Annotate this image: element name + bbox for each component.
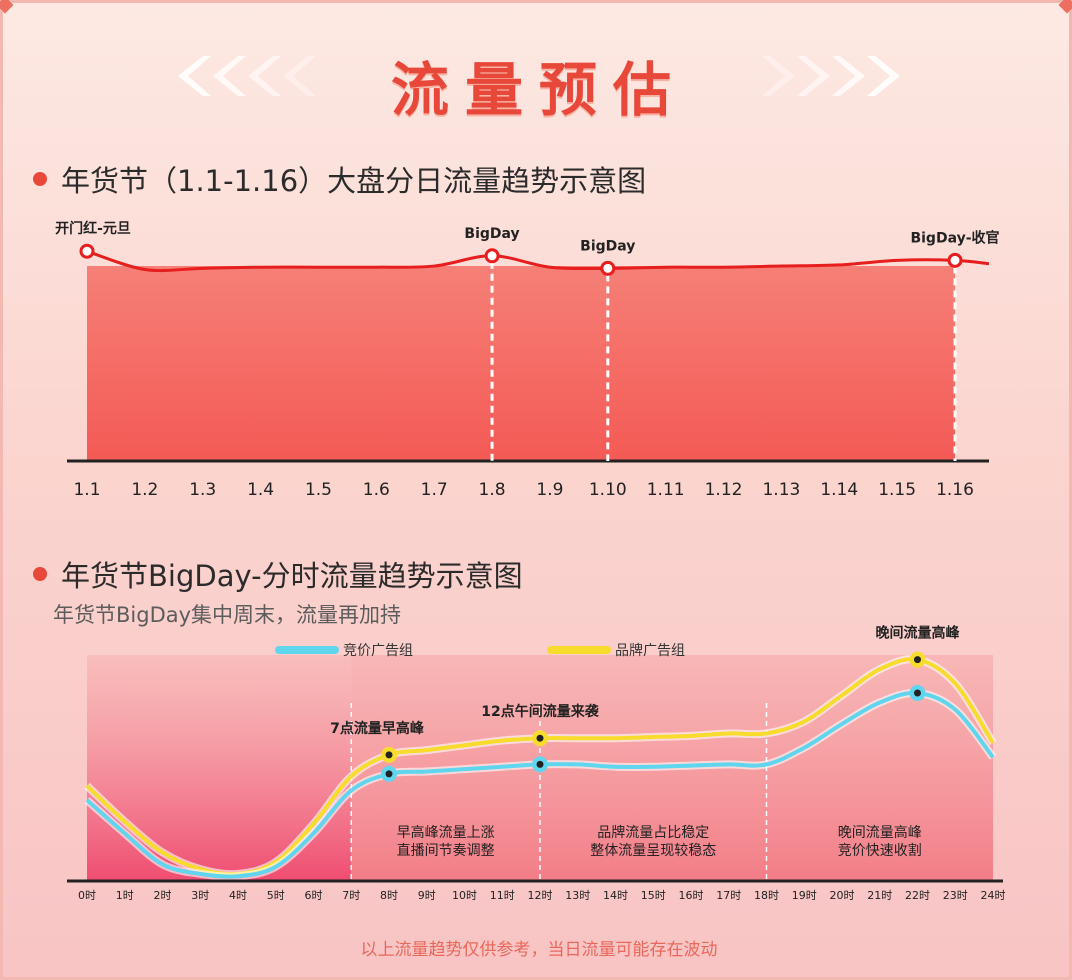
x-tick-label: 5时 bbox=[267, 889, 285, 902]
annotation-label: BigDay bbox=[464, 226, 519, 242]
x-tick-label: 9时 bbox=[418, 889, 436, 902]
x-tick-label: 23时 bbox=[943, 889, 968, 902]
annotation-label: BigDay bbox=[580, 238, 635, 254]
annotation-marker bbox=[79, 243, 95, 259]
x-tick-label: 3时 bbox=[191, 889, 209, 902]
annotation-label: 开门红-元旦 bbox=[55, 220, 131, 237]
data-point-dot bbox=[536, 760, 544, 768]
segment-note: 直播间节奏调整 bbox=[397, 842, 495, 859]
x-tick-label: 1.10 bbox=[589, 480, 627, 500]
x-tick-label: 6时 bbox=[305, 889, 323, 902]
x-tick-label: 24时 bbox=[981, 889, 1006, 902]
segment-band bbox=[87, 655, 352, 881]
x-tick-label: 1.13 bbox=[762, 480, 800, 500]
x-tick-label: 1.9 bbox=[536, 480, 563, 500]
x-tick-label: 1.11 bbox=[647, 480, 685, 500]
x-tick-label: 10时 bbox=[452, 889, 477, 902]
chart2-title: 年货节BigDay-分时流量趋势示意图 bbox=[61, 559, 523, 593]
x-tick-label: 19时 bbox=[792, 889, 817, 902]
x-tick-label: 1.2 bbox=[131, 480, 158, 500]
footnote: 以上流量趋势仅供参考，当日流量可能存在波动 bbox=[360, 940, 718, 960]
x-tick-label: 7时 bbox=[342, 889, 360, 902]
x-tick-label: 4时 bbox=[229, 889, 247, 902]
segment-note: 晚间流量高峰 bbox=[838, 824, 922, 841]
bullet-icon bbox=[33, 567, 47, 581]
data-point-dot bbox=[536, 734, 544, 742]
bullet-icon bbox=[33, 172, 47, 186]
callout-label: 12点午间流量来袭 bbox=[481, 703, 599, 720]
annotation-label: BigDay-收官 bbox=[910, 229, 999, 246]
annotation-marker bbox=[947, 252, 963, 268]
x-tick-label: 22时 bbox=[905, 889, 930, 902]
legend-label: 竞价广告组 bbox=[343, 642, 413, 659]
data-point-dot bbox=[914, 656, 921, 664]
x-tick-label: 1.5 bbox=[305, 480, 332, 500]
chart2-heading: 年货节BigDay-分时流量趋势示意图 bbox=[33, 553, 523, 595]
callout-label: 晚间流量高峰 bbox=[876, 625, 961, 642]
data-point-dot bbox=[385, 751, 393, 759]
x-tick-label: 1.6 bbox=[363, 480, 390, 500]
series-line bbox=[86, 249, 990, 273]
x-tick-label: 1时 bbox=[116, 889, 134, 902]
chevron-left-decoration bbox=[178, 56, 316, 96]
segment-note: 品牌流量占比稳定 bbox=[597, 824, 709, 841]
title-banner: 流量预估 bbox=[3, 33, 1072, 124]
x-tick-label: 1.7 bbox=[421, 480, 448, 500]
annotation-marker bbox=[600, 260, 616, 276]
x-tick-label: 1.15 bbox=[878, 480, 916, 500]
x-tick-label: 14时 bbox=[603, 889, 628, 902]
segment-note: 早高峰流量上涨 bbox=[397, 824, 495, 841]
x-tick-label: 1.4 bbox=[247, 480, 274, 500]
segment-note: 整体流量呈现较稳态 bbox=[590, 843, 716, 859]
annotation-marker bbox=[484, 248, 500, 264]
chart2-subtitle: 年货节BigDay集中周末，流量再加持 bbox=[53, 603, 402, 627]
area-fill bbox=[87, 266, 955, 461]
chevron-right-decoration bbox=[762, 56, 900, 96]
x-tick-label: 0时 bbox=[78, 889, 96, 902]
x-tick-label: 2时 bbox=[154, 889, 172, 902]
corner-decoration bbox=[1058, 0, 1072, 14]
x-tick-label: 1.1 bbox=[73, 480, 100, 500]
x-tick-label: 11时 bbox=[490, 889, 515, 902]
corner-decoration bbox=[0, 0, 14, 14]
daily-traffic-chart: 开门红-元旦 BigDay BigDay BigDay-收官 1.1 1.2 1.3 1.4 1… bbox=[55, 220, 999, 500]
x-tick-label: 1.12 bbox=[705, 480, 743, 500]
x-tick-label: 8时 bbox=[380, 889, 398, 902]
x-tick-label: 15时 bbox=[641, 889, 666, 902]
segment-note: 竞价快速收割 bbox=[838, 842, 922, 859]
x-tick-label: 13时 bbox=[565, 889, 590, 902]
x-tick-label: 20时 bbox=[830, 889, 855, 902]
x-tick-label: 21时 bbox=[867, 889, 892, 902]
chart1-title: 年货节（1.1-1.16）大盘分日流量趋势示意图 bbox=[61, 164, 647, 198]
x-tick-label: 1.16 bbox=[936, 480, 974, 500]
chart1-heading: 年货节（1.1-1.16）大盘分日流量趋势示意图 bbox=[33, 158, 646, 200]
x-tick-label: 16时 bbox=[679, 889, 704, 902]
x-tick-label: 1.14 bbox=[820, 480, 858, 500]
x-tick-label: 12时 bbox=[528, 889, 553, 902]
x-tick-label: 18时 bbox=[754, 889, 779, 902]
data-point-dot bbox=[385, 770, 393, 778]
x-tick-label: 1.3 bbox=[189, 480, 216, 500]
x-tick-label: 17时 bbox=[716, 889, 741, 902]
x-tick-label: 1.8 bbox=[479, 480, 506, 500]
legend-label: 品牌广告组 bbox=[615, 642, 685, 659]
page-title: 流量预估 bbox=[390, 56, 687, 124]
callout-label: 7点流量早高峰 bbox=[330, 720, 425, 737]
hourly-traffic-chart: 早高峰流量上涨直播间节奏调整品牌流量占比稳定整体流量呈现较稳态晚间流量高峰竞价快… bbox=[67, 625, 1006, 902]
data-point-dot bbox=[914, 689, 921, 697]
segment-band bbox=[766, 655, 993, 881]
